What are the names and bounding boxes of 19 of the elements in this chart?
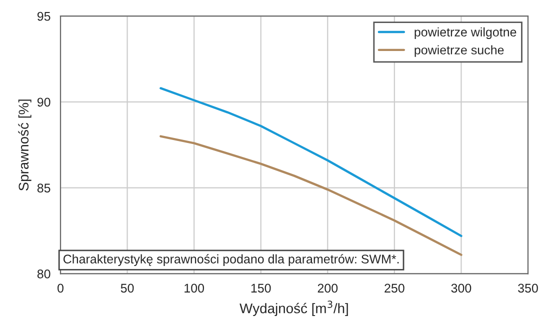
x-tick-label: 50: [120, 284, 134, 293]
legend-label: powietrze suche: [414, 45, 504, 57]
x-axis-title: Wydajność [m$^{3}$/h]: [240, 300, 348, 316]
y-tick-label: 80: [37, 270, 50, 278]
x-tick-label: 100: [184, 284, 204, 293]
line-series: [160, 87, 462, 238]
annotation: Charakterystykę sprawności podano dla parametrów: SWM*.: [63, 254, 399, 266]
line-series: [160, 135, 462, 256]
y-tick-label: 95: [37, 12, 50, 21]
y-tick-label: 90: [37, 98, 50, 107]
x-tick-label: 300: [451, 284, 472, 293]
legend-label: powietrze wilgotne: [414, 27, 516, 39]
x-tick-label: 200: [318, 284, 338, 293]
x-tick-label: 0: [58, 284, 64, 293]
x-tick-label: 350: [518, 284, 538, 293]
y-axis-title: Sprawność [%]: [18, 100, 32, 191]
x-tick-label: 150: [251, 284, 271, 293]
y-tick-label: 85: [37, 184, 50, 192]
x-tick-label: 250: [384, 284, 404, 293]
